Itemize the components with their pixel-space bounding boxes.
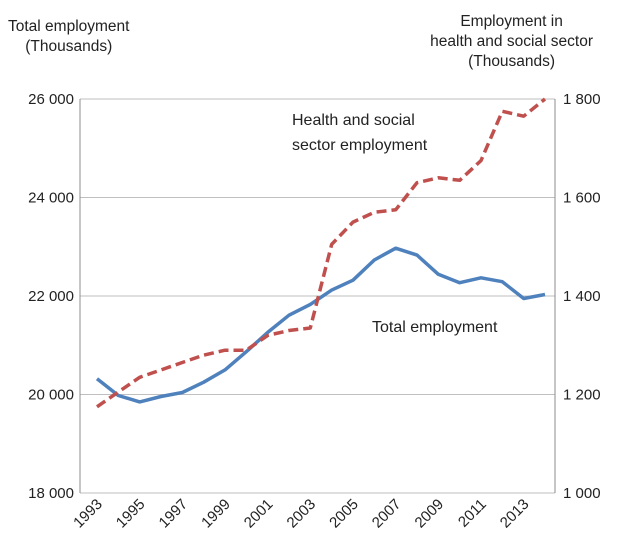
left-tick-label: 26 000 — [28, 91, 74, 108]
right-axis-title-line-3: (Thousands) — [468, 53, 556, 70]
right-axis-title: Employment in health and social sector (… — [430, 12, 593, 72]
health-social-employment-line — [96, 97, 547, 409]
right-axis-title-line-1: Employment in — [460, 13, 563, 30]
x-tick-label: 1997 — [156, 496, 192, 532]
x-tick-label: 2001 — [241, 496, 277, 532]
x-tick-label: 2005 — [326, 496, 362, 532]
right-tick-label: 1 800 — [563, 91, 601, 108]
total-employment-label: Total employment — [372, 319, 498, 336]
left-tick-label: 24 000 — [28, 190, 74, 207]
health-social-label-line-1: Health and social — [292, 112, 415, 129]
x-tick-label: 2009 — [412, 496, 448, 532]
health-social-label-line-2: sector employment — [292, 137, 428, 154]
left-tick-label: 20 000 — [28, 387, 74, 404]
total-employment-line — [95, 246, 546, 404]
x-tick-label: 1993 — [70, 496, 106, 532]
right-tick-label: 1 000 — [563, 485, 601, 502]
x-tick-label: 2011 — [455, 496, 490, 531]
x-tick-label: 2003 — [284, 496, 320, 532]
left-tick-label: 22 000 — [28, 288, 74, 305]
x-tick-label: 1999 — [198, 496, 234, 532]
right-tick-label: 1 600 — [563, 190, 601, 207]
left-tick-label: 18 000 — [28, 485, 74, 502]
right-tick-label: 1 200 — [563, 387, 601, 404]
left-axis-title-line-1: Total employment — [8, 18, 130, 35]
x-tick-label: 1995 — [113, 496, 149, 532]
x-tick-label: 2013 — [497, 496, 533, 532]
left-axis-title-line-2: (Thousands) — [25, 38, 113, 55]
right-axis-title-line-2: health and social sector — [430, 33, 593, 50]
x-tick-label: 2007 — [369, 496, 405, 532]
right-tick-label: 1 400 — [563, 288, 601, 305]
left-axis-title: Total employment (Thousands) — [8, 17, 129, 57]
